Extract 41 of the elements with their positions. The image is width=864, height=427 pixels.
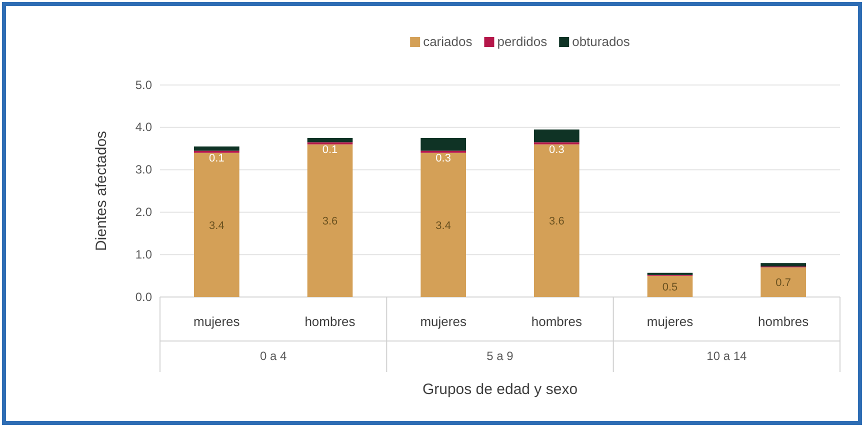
- data-label: 0.7: [776, 277, 791, 290]
- x-tick-label: mujeres: [194, 314, 240, 329]
- data-label: 0.3: [436, 152, 451, 165]
- legend-label: cariados: [423, 34, 473, 49]
- y-tick-label: 4.0: [135, 120, 152, 134]
- bar: [760, 263, 806, 266]
- bar: [647, 276, 693, 297]
- data-label: 0.1: [322, 144, 338, 156]
- bar: [534, 130, 580, 142]
- bar: [420, 152, 466, 297]
- y-tick-label: 1.0: [135, 247, 152, 262]
- data-label: 0.5: [662, 281, 678, 294]
- x-tick-label: mujeres: [420, 314, 467, 329]
- bar: [760, 267, 806, 297]
- data-label: 3.4: [209, 220, 224, 232]
- x-tick-label: hombres: [758, 314, 810, 329]
- bar: [534, 144, 580, 297]
- y-tick-label: 3.0: [135, 162, 152, 177]
- data-label: 0.1: [209, 152, 224, 165]
- x-tick-label: mujeres: [646, 314, 694, 329]
- x-tick-label: hombres: [304, 314, 356, 329]
- y-tick-label: 0.0: [135, 290, 152, 304]
- bar: [194, 146, 240, 151]
- bar: [307, 144, 353, 297]
- bar: [194, 152, 240, 297]
- bar: [420, 138, 466, 151]
- y-tick-label: 5.0: [135, 78, 152, 92]
- y-tick-label: 2.0: [135, 205, 152, 220]
- text: 0 a 4: [260, 349, 287, 363]
- x-tick-label: hombres: [531, 314, 582, 329]
- y-axis-title: Dientes afectados: [93, 130, 110, 252]
- text: 5 a 9: [486, 349, 514, 363]
- data-label: 0.3: [549, 144, 564, 156]
- bar: [307, 138, 353, 142]
- text: 10 a 14: [706, 349, 748, 363]
- data-label: 3.4: [436, 220, 451, 232]
- data-label: 3.6: [322, 216, 338, 228]
- x-axis-title: Grupos de edad y sexo: [422, 381, 578, 398]
- data-label: 3.6: [549, 216, 564, 228]
- legend-label: perdidos: [497, 34, 548, 49]
- legend-label: obturados: [572, 34, 630, 49]
